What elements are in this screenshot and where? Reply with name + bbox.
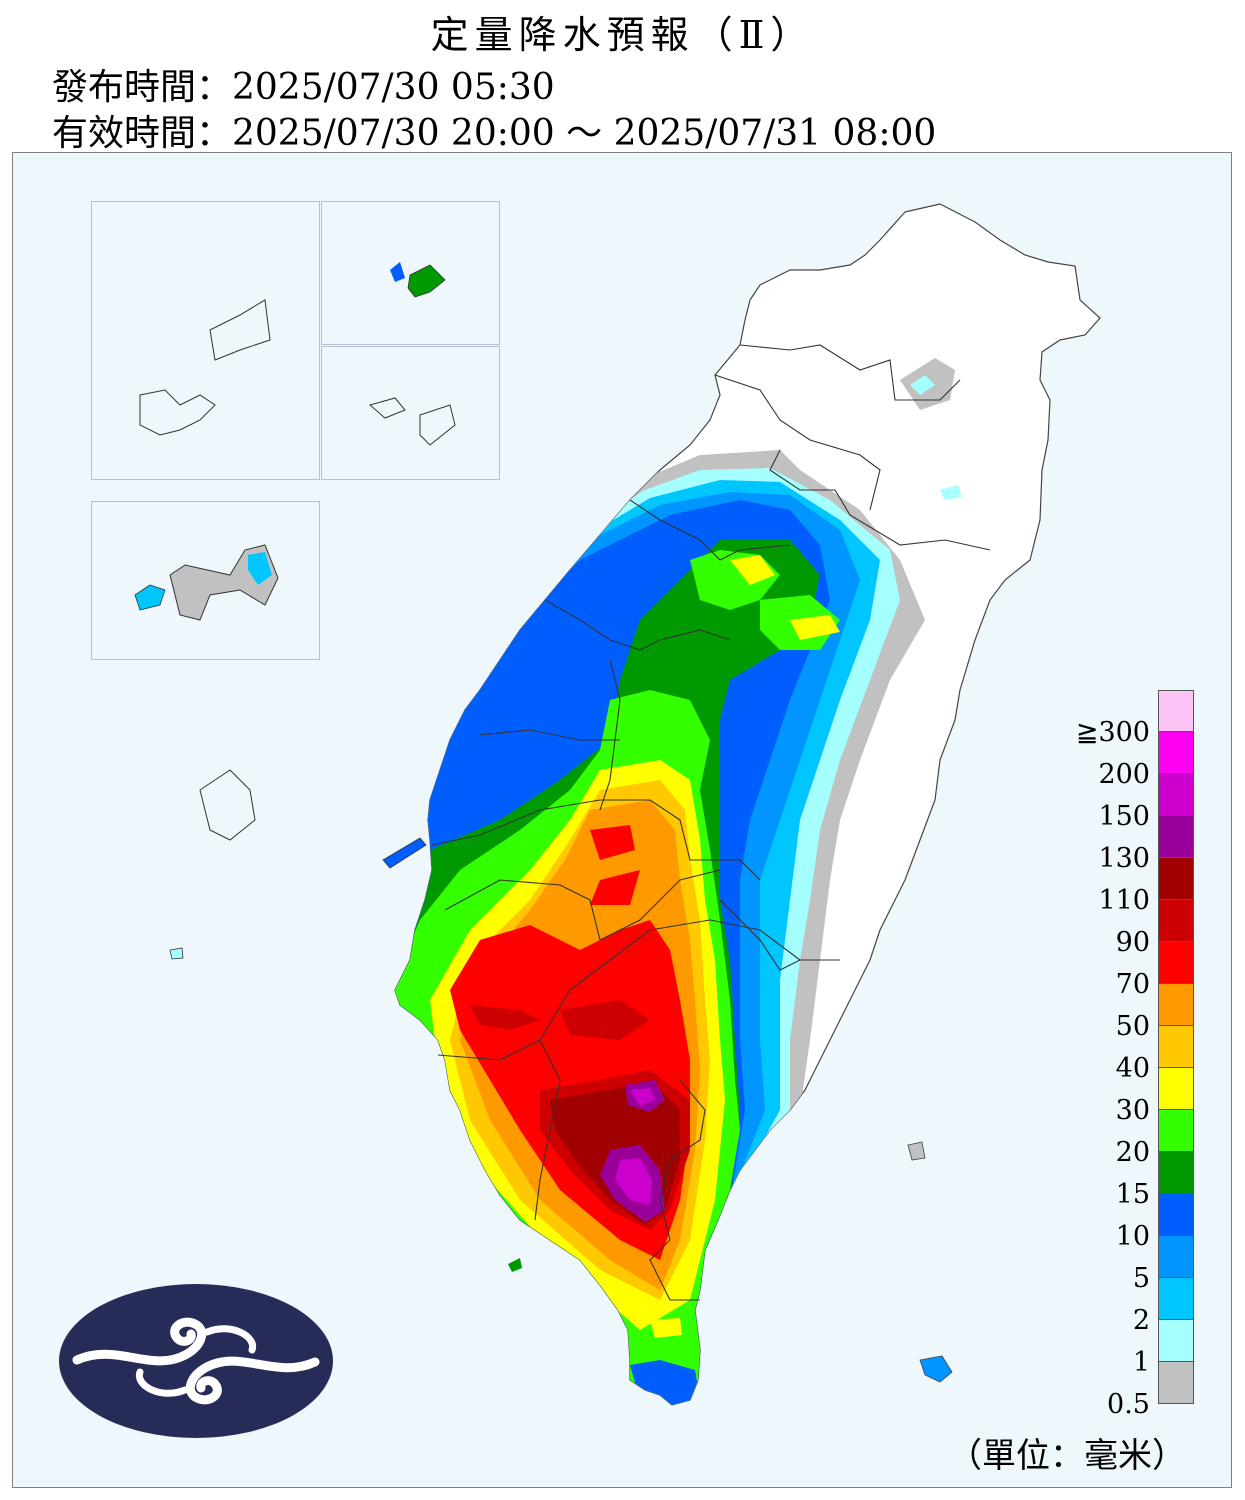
inset-dongyin: [321, 346, 500, 480]
legend-swatch-300plus: [1158, 690, 1194, 732]
map-title: 定量降水預報（Ⅱ）: [430, 13, 815, 57]
legend-swatch-5: [1158, 1278, 1194, 1320]
legend-swatch-50: [1158, 1026, 1194, 1068]
unit-label: （單位：毫米）: [948, 1436, 1186, 1476]
inset-kinmen: [91, 501, 320, 660]
legend-label-5: 5: [1132, 1263, 1150, 1294]
legend-swatch-70: [1158, 984, 1194, 1026]
legend-label-30: 30: [1115, 1095, 1150, 1126]
legend-label-70: 70: [1115, 969, 1150, 1000]
issue-time: 發布時間：2025/07/30 05:30: [52, 67, 555, 108]
legend-swatch-150: [1158, 816, 1194, 858]
legend-label-130: 130: [1098, 843, 1150, 874]
legend-label-15: 15: [1115, 1179, 1150, 1210]
legend-label-1: 1: [1132, 1347, 1150, 1378]
legend-label-20: 20: [1115, 1137, 1150, 1168]
legend-swatch-1: [1158, 1362, 1194, 1404]
legend-swatch-2: [1158, 1320, 1194, 1362]
legend-swatch-90: [1158, 942, 1194, 984]
legend-label-50: 50: [1115, 1011, 1150, 1042]
legend-swatch-15: [1158, 1194, 1194, 1236]
legend-label-150: 150: [1098, 801, 1150, 832]
inset-matsu: [91, 201, 320, 480]
legend-label-110: 110: [1098, 885, 1150, 916]
legend-label-40: 40: [1115, 1053, 1150, 1084]
legend-label-200: 200: [1098, 759, 1150, 790]
legend-swatch-110: [1158, 900, 1194, 942]
legend-label-90: 90: [1115, 927, 1150, 958]
legend-label-2: 2: [1132, 1305, 1150, 1336]
legend-label-300plus: ≧300: [1075, 717, 1150, 748]
legend-label-10: 10: [1115, 1221, 1150, 1252]
header: 定量降水預報（Ⅱ） 發布時間：2025/07/30 05:30 有效時間：202…: [0, 0, 1245, 154]
legend-swatch-130: [1158, 858, 1194, 900]
valid-time: 有效時間：2025/07/30 20:00 ～ 2025/07/31 08:00: [52, 113, 937, 154]
legend-swatch-10: [1158, 1236, 1194, 1278]
legend-swatch-30: [1158, 1110, 1194, 1152]
legend-swatch-40: [1158, 1068, 1194, 1110]
legend-label-0-5: 0.5: [1107, 1389, 1150, 1420]
legend-swatch-200: [1158, 774, 1194, 816]
legend-swatch-20: [1158, 1152, 1194, 1194]
inset-wuqiu: [321, 201, 500, 345]
cwa-logo: [59, 1284, 333, 1438]
legend-swatch-300: [1158, 732, 1194, 774]
